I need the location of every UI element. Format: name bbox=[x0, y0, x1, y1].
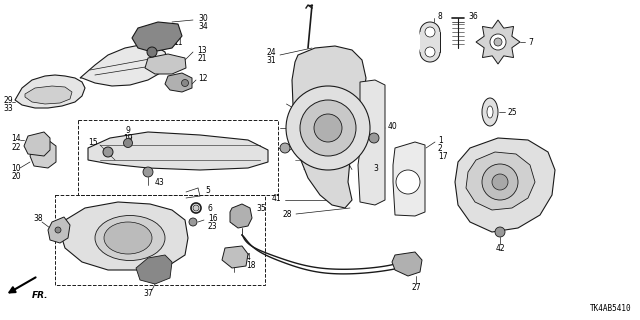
Polygon shape bbox=[222, 246, 248, 268]
Ellipse shape bbox=[482, 98, 498, 126]
Text: 29: 29 bbox=[3, 95, 13, 105]
Circle shape bbox=[300, 100, 356, 156]
Circle shape bbox=[482, 164, 518, 200]
Polygon shape bbox=[292, 46, 366, 208]
Circle shape bbox=[396, 170, 420, 194]
Polygon shape bbox=[30, 140, 56, 168]
Text: 17: 17 bbox=[438, 151, 447, 161]
Text: 28: 28 bbox=[282, 210, 292, 219]
Circle shape bbox=[314, 114, 342, 142]
Text: 40: 40 bbox=[388, 122, 397, 131]
Polygon shape bbox=[15, 75, 85, 108]
Text: 2: 2 bbox=[438, 143, 443, 153]
Polygon shape bbox=[230, 204, 252, 228]
Bar bbox=[78, 120, 278, 195]
Text: 35: 35 bbox=[256, 204, 266, 212]
Polygon shape bbox=[466, 152, 535, 210]
Text: 25: 25 bbox=[508, 108, 518, 116]
Text: 7: 7 bbox=[528, 37, 533, 46]
Polygon shape bbox=[420, 32, 440, 52]
Polygon shape bbox=[165, 73, 192, 92]
Polygon shape bbox=[136, 255, 172, 284]
Text: 1: 1 bbox=[438, 135, 443, 145]
Text: 20: 20 bbox=[11, 172, 21, 180]
Text: 8: 8 bbox=[438, 12, 443, 20]
Text: 27: 27 bbox=[411, 284, 421, 292]
Circle shape bbox=[280, 143, 290, 153]
Polygon shape bbox=[358, 80, 385, 205]
Polygon shape bbox=[25, 86, 72, 104]
Polygon shape bbox=[132, 22, 182, 52]
Text: 14: 14 bbox=[11, 133, 21, 142]
Polygon shape bbox=[80, 45, 168, 86]
Polygon shape bbox=[393, 142, 425, 216]
Text: 41: 41 bbox=[271, 194, 281, 203]
Circle shape bbox=[494, 38, 502, 46]
Text: 34: 34 bbox=[198, 21, 208, 30]
Text: 15: 15 bbox=[88, 138, 98, 147]
Polygon shape bbox=[455, 138, 555, 232]
Text: 12: 12 bbox=[198, 74, 207, 83]
Text: 38: 38 bbox=[33, 213, 43, 222]
Text: 18: 18 bbox=[246, 261, 255, 270]
Text: 23: 23 bbox=[208, 221, 218, 230]
Ellipse shape bbox=[487, 106, 493, 118]
Text: 10: 10 bbox=[11, 164, 21, 172]
Circle shape bbox=[286, 86, 370, 170]
Polygon shape bbox=[24, 132, 50, 156]
Circle shape bbox=[103, 147, 113, 157]
Text: 21: 21 bbox=[197, 53, 207, 62]
Bar bbox=[55, 195, 265, 285]
Text: 13: 13 bbox=[197, 45, 207, 54]
Circle shape bbox=[425, 27, 435, 37]
Text: 30: 30 bbox=[198, 13, 208, 22]
Text: 39: 39 bbox=[294, 143, 304, 153]
Ellipse shape bbox=[104, 222, 152, 254]
Text: 4: 4 bbox=[246, 253, 251, 262]
Circle shape bbox=[495, 227, 505, 237]
Text: 26: 26 bbox=[143, 266, 153, 275]
Text: 9: 9 bbox=[125, 125, 131, 134]
Polygon shape bbox=[60, 202, 188, 270]
Text: 37: 37 bbox=[143, 290, 153, 299]
Circle shape bbox=[193, 205, 199, 211]
Text: 42: 42 bbox=[495, 244, 505, 252]
Polygon shape bbox=[48, 217, 70, 243]
Text: 43: 43 bbox=[155, 178, 164, 187]
Circle shape bbox=[143, 167, 153, 177]
Circle shape bbox=[425, 47, 435, 57]
Circle shape bbox=[420, 42, 440, 62]
Circle shape bbox=[55, 227, 61, 233]
Text: TK4AB5410: TK4AB5410 bbox=[590, 304, 632, 313]
Text: 22: 22 bbox=[12, 142, 20, 151]
Circle shape bbox=[492, 174, 508, 190]
Text: 3: 3 bbox=[373, 164, 378, 172]
Circle shape bbox=[182, 79, 189, 86]
Text: 33: 33 bbox=[3, 103, 13, 113]
Circle shape bbox=[124, 139, 132, 148]
Text: 24: 24 bbox=[266, 47, 276, 57]
Polygon shape bbox=[476, 20, 520, 64]
Text: FR.: FR. bbox=[32, 292, 49, 300]
Text: 32: 32 bbox=[143, 274, 153, 283]
Circle shape bbox=[369, 133, 379, 143]
Circle shape bbox=[189, 218, 197, 226]
Text: 11: 11 bbox=[173, 37, 182, 46]
Ellipse shape bbox=[95, 215, 165, 260]
Text: 19: 19 bbox=[123, 133, 133, 142]
Text: 31: 31 bbox=[266, 55, 276, 65]
Text: 5: 5 bbox=[205, 186, 210, 195]
Polygon shape bbox=[88, 132, 268, 170]
Polygon shape bbox=[145, 54, 186, 74]
Text: 16: 16 bbox=[208, 213, 218, 222]
Circle shape bbox=[420, 22, 440, 42]
Polygon shape bbox=[392, 252, 422, 276]
Circle shape bbox=[147, 47, 157, 57]
Circle shape bbox=[490, 34, 506, 50]
Text: 36: 36 bbox=[468, 12, 477, 20]
Text: 6: 6 bbox=[207, 204, 212, 212]
